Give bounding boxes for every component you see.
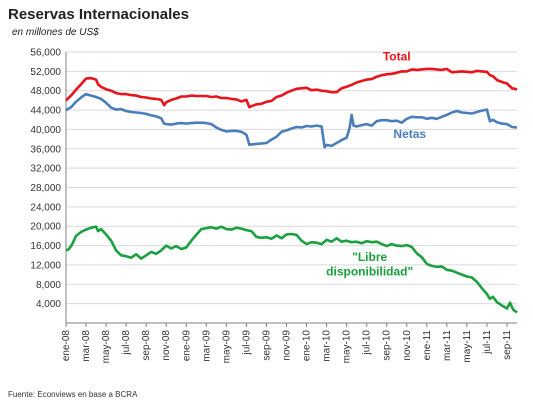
chart-title: Reservas Internacionales — [8, 6, 189, 23]
series-line-total — [65, 67, 518, 109]
y-tick-label: 48,000 — [30, 86, 61, 97]
x-tick-label: mar-08 — [81, 330, 92, 362]
y-tick-label: 12,000 — [30, 260, 61, 271]
y-axis-ticks: 4,000 8,000 12,000 16,000 20,000 24,000 28,000… — [30, 48, 61, 311]
x-axis-ticks: ene-08 mar-08 may-08 jul-08 sep-08 nov-08 ene-… — [61, 323, 513, 363]
series-label: Netas — [393, 127, 426, 141]
y-tick-label: 4,000 — [36, 299, 61, 310]
x-tick-label: jul-09 — [241, 330, 252, 356]
y-tick-label: 44,000 — [30, 106, 61, 117]
series-lines — [65, 67, 518, 314]
series-label: "Libre — [352, 250, 387, 264]
y-tick-label: 56,000 — [30, 48, 61, 59]
x-tick-label: may-11 — [462, 330, 473, 363]
x-tick-label: may-09 — [221, 330, 232, 364]
x-tick-label: sep-09 — [261, 330, 272, 361]
series-label: disponibilidad" — [326, 265, 413, 279]
source-note: Fuente: Econviews en base a BCRA — [8, 390, 138, 399]
x-tick-label: may-10 — [342, 330, 353, 364]
x-tick-label: ene-09 — [181, 330, 192, 362]
y-tick-label: 24,000 — [30, 202, 61, 213]
y-tick-label: 40,000 — [30, 125, 61, 136]
x-tick-label: ene-08 — [61, 330, 72, 362]
x-tick-label: sep-10 — [382, 330, 393, 361]
x-tick-label: jul-11 — [482, 330, 493, 355]
x-tick-label: nov-09 — [281, 330, 292, 361]
x-tick-label: nov-08 — [161, 330, 172, 361]
y-tick-label: 32,000 — [30, 164, 61, 175]
x-tick-label: nov-10 — [402, 330, 413, 361]
y-tick-label: 8,000 — [36, 280, 61, 291]
series-line-libre-disponibilidad — [65, 225, 518, 314]
x-tick-label: sep-08 — [141, 330, 152, 361]
axes — [65, 52, 517, 324]
x-tick-label: ene-11 — [422, 330, 433, 361]
x-tick-label: mar-10 — [322, 330, 333, 362]
x-tick-label: jul-08 — [121, 330, 132, 356]
x-tick-label: jul-10 — [362, 330, 373, 356]
x-tick-label: sep-11 — [502, 330, 513, 360]
series-label: Total — [383, 50, 411, 64]
y-tick-label: 52,000 — [30, 67, 61, 78]
y-tick-label: 36,000 — [30, 144, 61, 155]
chart-subtitle: en millones de US$ — [12, 27, 99, 38]
y-tick-label: 20,000 — [30, 222, 61, 233]
y-tick-label: 28,000 — [30, 183, 61, 194]
y-tick-label: 16,000 — [30, 241, 61, 252]
x-tick-label: mar-11 — [442, 330, 453, 361]
x-tick-label: mar-09 — [201, 330, 212, 362]
series-line-netas — [65, 92, 518, 149]
x-tick-label: may-08 — [101, 330, 112, 364]
x-tick-label: ene-10 — [302, 330, 313, 362]
